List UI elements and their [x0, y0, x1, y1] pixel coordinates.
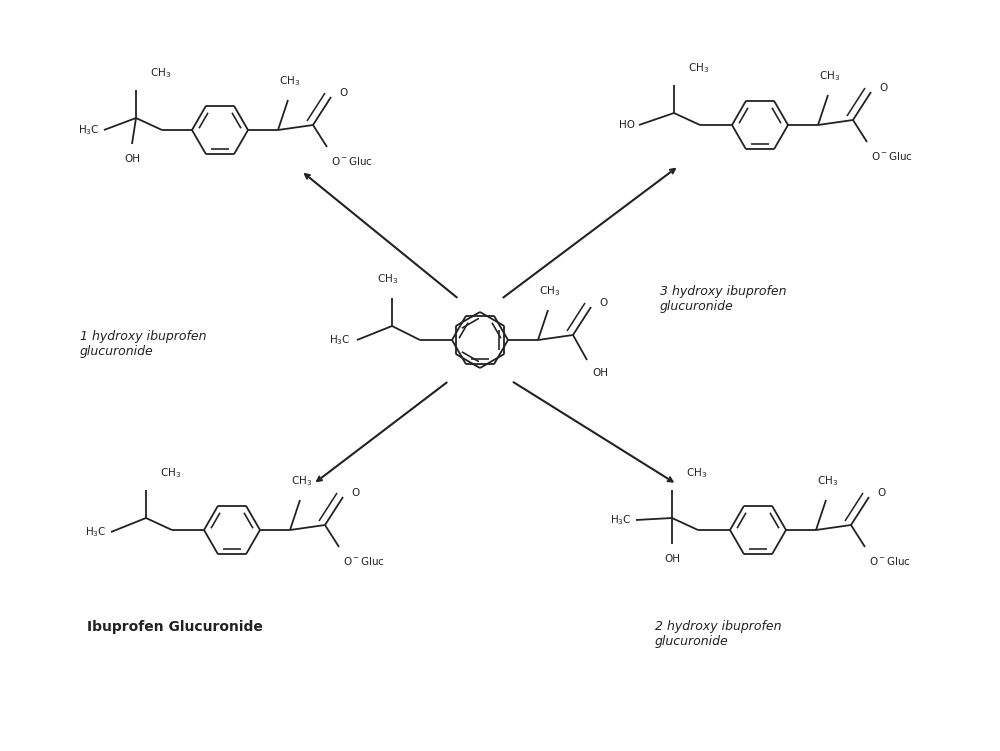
Text: H$_3$C: H$_3$C: [329, 333, 351, 347]
Text: H$_3$C: H$_3$C: [610, 513, 632, 527]
Text: O: O: [599, 298, 607, 308]
Text: O$^-$Gluc: O$^-$Gluc: [331, 155, 373, 167]
Text: O$^-$Gluc: O$^-$Gluc: [869, 555, 911, 567]
Text: CH$_3$: CH$_3$: [150, 66, 171, 80]
Text: Ibuprofen Glucuronide: Ibuprofen Glucuronide: [87, 620, 263, 634]
Text: HO: HO: [619, 120, 635, 130]
Text: O: O: [879, 83, 887, 93]
Text: OH: OH: [124, 154, 140, 164]
Text: CH$_3$: CH$_3$: [377, 272, 399, 286]
Text: 3 hydroxy ibuprofen
glucuronide: 3 hydroxy ibuprofen glucuronide: [660, 285, 786, 313]
Text: O$^-$Gluc: O$^-$Gluc: [871, 150, 913, 162]
Text: CH$_3$: CH$_3$: [539, 284, 561, 298]
Text: O: O: [351, 488, 359, 498]
Text: 2 hydroxy ibuprofen
glucuronide: 2 hydroxy ibuprofen glucuronide: [655, 620, 782, 648]
Text: CH$_3$: CH$_3$: [291, 474, 313, 488]
Text: CH$_3$: CH$_3$: [688, 61, 709, 75]
Text: CH$_3$: CH$_3$: [819, 69, 841, 83]
Text: CH$_3$: CH$_3$: [160, 466, 181, 480]
Text: OH: OH: [592, 368, 608, 378]
Text: 1 hydroxy ibuprofen
glucuronide: 1 hydroxy ibuprofen glucuronide: [80, 330, 207, 358]
Text: H$_3$C: H$_3$C: [85, 525, 107, 539]
Text: OH: OH: [664, 554, 680, 564]
Text: CH$_3$: CH$_3$: [279, 74, 301, 88]
Text: CH$_3$: CH$_3$: [686, 466, 707, 480]
Text: CH$_3$: CH$_3$: [817, 474, 839, 488]
Text: H$_3$C: H$_3$C: [78, 123, 100, 137]
Text: O: O: [877, 488, 885, 498]
Text: O: O: [339, 88, 347, 98]
Text: O$^-$Gluc: O$^-$Gluc: [343, 555, 385, 567]
